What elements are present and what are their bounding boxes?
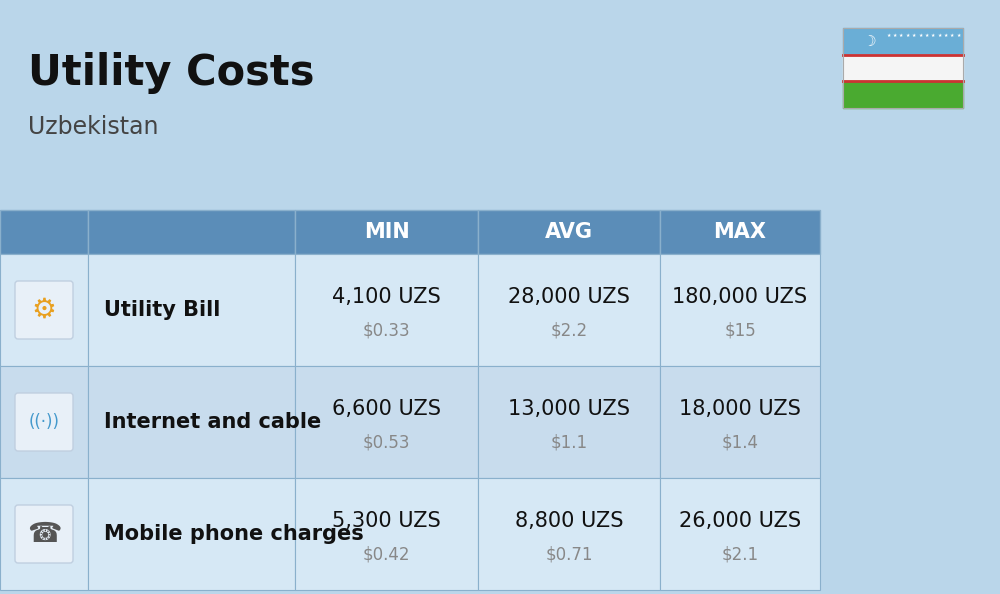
Text: MIN: MIN xyxy=(364,222,409,242)
Text: 5,300 UZS: 5,300 UZS xyxy=(332,511,441,530)
Bar xyxy=(0,210,88,254)
Text: ★: ★ xyxy=(899,33,904,38)
Text: $0.53: $0.53 xyxy=(363,433,410,451)
Bar xyxy=(0,478,88,590)
Text: ★: ★ xyxy=(918,33,923,38)
Text: ★: ★ xyxy=(956,33,961,38)
Bar xyxy=(478,366,660,478)
Text: $0.42: $0.42 xyxy=(363,545,410,563)
Bar xyxy=(88,478,295,590)
Text: ((·)): ((·)) xyxy=(28,413,60,431)
FancyBboxPatch shape xyxy=(15,505,73,563)
Text: ★: ★ xyxy=(944,33,948,38)
Bar xyxy=(843,28,963,55)
Text: $15: $15 xyxy=(724,321,756,339)
Bar xyxy=(88,210,295,254)
Text: ★: ★ xyxy=(912,33,916,38)
Bar xyxy=(478,254,660,366)
Text: Utility Bill: Utility Bill xyxy=(104,300,220,320)
Text: 4,100 UZS: 4,100 UZS xyxy=(332,286,441,307)
Bar xyxy=(843,28,963,108)
FancyBboxPatch shape xyxy=(15,393,73,451)
Text: $1.1: $1.1 xyxy=(550,433,588,451)
Bar xyxy=(295,478,478,590)
Bar xyxy=(660,478,820,590)
Bar xyxy=(295,254,478,366)
Bar xyxy=(0,254,88,366)
FancyBboxPatch shape xyxy=(15,281,73,339)
Text: ☽: ☽ xyxy=(863,34,876,49)
Text: $2.2: $2.2 xyxy=(550,321,588,339)
Text: ★: ★ xyxy=(937,33,942,38)
Text: ★: ★ xyxy=(931,33,935,38)
Text: ★: ★ xyxy=(893,33,897,38)
Bar xyxy=(295,366,478,478)
Bar xyxy=(660,254,820,366)
Text: Internet and cable: Internet and cable xyxy=(104,412,321,432)
Text: Uzbekistan: Uzbekistan xyxy=(28,115,158,139)
Bar xyxy=(88,254,295,366)
Text: ★: ★ xyxy=(905,33,910,38)
Bar xyxy=(478,478,660,590)
Text: MAX: MAX xyxy=(714,222,767,242)
Text: $2.1: $2.1 xyxy=(721,545,759,563)
Bar xyxy=(88,366,295,478)
Text: Mobile phone charges: Mobile phone charges xyxy=(104,524,364,544)
Text: ☎: ☎ xyxy=(27,520,61,548)
Text: ★: ★ xyxy=(886,33,891,38)
Text: 18,000 UZS: 18,000 UZS xyxy=(679,399,801,419)
Text: $0.71: $0.71 xyxy=(545,545,593,563)
Text: 26,000 UZS: 26,000 UZS xyxy=(679,511,801,530)
Text: 8,800 UZS: 8,800 UZS xyxy=(515,511,623,530)
Bar xyxy=(478,210,660,254)
Text: ⚙: ⚙ xyxy=(32,296,56,324)
Text: AVG: AVG xyxy=(545,222,593,242)
Bar xyxy=(843,55,963,81)
Bar xyxy=(660,366,820,478)
Text: 28,000 UZS: 28,000 UZS xyxy=(508,286,630,307)
Text: Utility Costs: Utility Costs xyxy=(28,52,314,94)
Text: ★: ★ xyxy=(950,33,954,38)
Text: 6,600 UZS: 6,600 UZS xyxy=(332,399,441,419)
Bar xyxy=(295,210,478,254)
Text: 13,000 UZS: 13,000 UZS xyxy=(508,399,630,419)
Text: $1.4: $1.4 xyxy=(722,433,759,451)
Bar xyxy=(0,366,88,478)
Text: $0.33: $0.33 xyxy=(363,321,410,339)
Bar xyxy=(843,81,963,108)
Bar xyxy=(660,210,820,254)
Text: 180,000 UZS: 180,000 UZS xyxy=(672,286,808,307)
Text: ★: ★ xyxy=(925,33,929,38)
